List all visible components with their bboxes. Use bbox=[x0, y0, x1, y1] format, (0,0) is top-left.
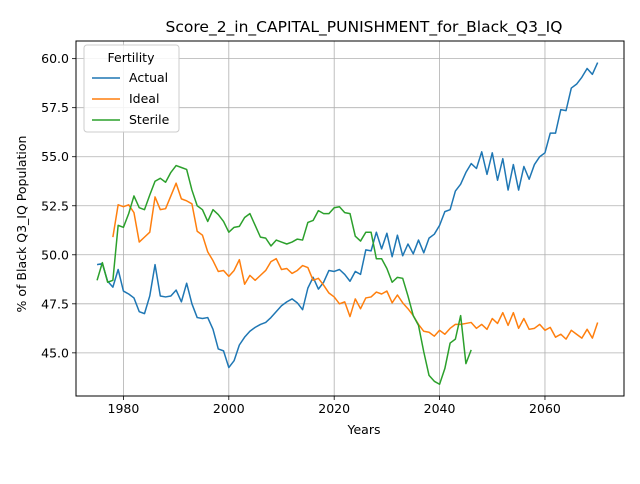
x-tick-label: 1980 bbox=[108, 401, 140, 416]
y-axis-label: % of Black Q3_IQ Population bbox=[14, 136, 29, 313]
x-tick-label: 2040 bbox=[424, 401, 456, 416]
x-axis-label: Years bbox=[347, 422, 381, 437]
legend: Fertility Actual Ideal Sterile bbox=[83, 44, 180, 133]
series-line-sterile bbox=[96, 164, 472, 385]
legend-frame bbox=[83, 44, 180, 133]
x-tick-label: 2000 bbox=[213, 401, 245, 416]
y-tick-label: 47.5 bbox=[41, 296, 69, 311]
legend-title: Fertility bbox=[108, 50, 156, 65]
legend-label-sterile: Sterile bbox=[129, 112, 170, 127]
x-tick-label: 2060 bbox=[529, 401, 561, 416]
legend-label-ideal: Ideal bbox=[129, 91, 159, 106]
y-tick-label: 60.0 bbox=[41, 51, 69, 66]
x-axis-ticks: 1980 2000 2020 2040 2060 bbox=[108, 396, 561, 416]
y-tick-label: 50.0 bbox=[41, 247, 69, 262]
legend-items: Actual Ideal Sterile bbox=[92, 70, 170, 127]
plot-frame bbox=[75, 40, 625, 397]
y-axis-ticks: 45.0 47.5 50.0 52.5 55.0 57.5 60.0 bbox=[41, 51, 76, 360]
y-tick-label: 55.0 bbox=[41, 149, 69, 164]
x-tick-label: 2020 bbox=[318, 401, 350, 416]
series-line-ideal bbox=[112, 182, 599, 340]
chart-title: Score_2_in_CAPITAL_PUNISHMENT_for_Black_… bbox=[166, 18, 563, 37]
series-line-actual bbox=[96, 62, 599, 369]
y-tick-label: 45.0 bbox=[41, 345, 69, 360]
y-tick-label: 57.5 bbox=[41, 100, 69, 115]
y-tick-label: 52.5 bbox=[41, 198, 69, 213]
legend-label-actual: Actual bbox=[129, 70, 168, 85]
series-lines bbox=[96, 62, 599, 385]
